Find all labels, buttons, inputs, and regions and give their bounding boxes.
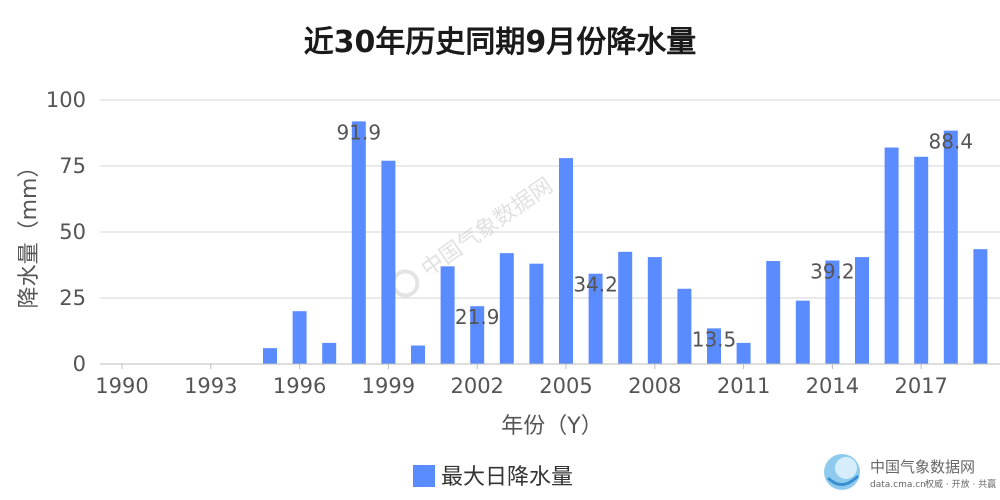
x-tick-label: 1990 <box>95 374 148 398</box>
bar <box>943 130 958 364</box>
bar <box>825 260 840 364</box>
logo-tagline: 权威 · 开放 · 共赢 <box>925 478 996 490</box>
y-axis-label: 降水量（mm） <box>17 156 42 309</box>
bar <box>263 348 277 364</box>
data-label: 34.2 <box>573 273 618 297</box>
bar <box>529 263 544 364</box>
grid-lines <box>100 99 1000 299</box>
x-tick-label: 2005 <box>539 374 592 398</box>
bar <box>588 273 603 364</box>
legend-swatch <box>413 465 435 487</box>
logo-url: data.cma.cn <box>870 480 926 490</box>
bar <box>973 249 988 364</box>
x-axis-ticks: 1990 1993 1996 1999 2002 2005 2008 2011 2014 2017 <box>95 364 948 398</box>
data-label: 21.9 <box>455 305 500 329</box>
bar <box>884 147 899 364</box>
bar <box>736 342 751 364</box>
bar <box>440 266 455 364</box>
legend-label: 最大日降水量 <box>441 465 573 490</box>
y-tick-label: 50 <box>59 220 86 244</box>
x-tick-label: 1993 <box>184 374 237 398</box>
x-tick-label: 2008 <box>628 374 681 398</box>
bar <box>292 311 307 364</box>
x-tick-label: 1996 <box>273 374 326 398</box>
bar <box>707 328 721 364</box>
chart-title: 近30年历史同期9月份降水量 <box>304 25 697 60</box>
x-tick-label: 2011 <box>717 374 770 398</box>
y-axis-ticks: 0 25 50 75 100 <box>46 88 86 376</box>
bar <box>322 342 337 364</box>
y-tick-label: 100 <box>46 88 86 112</box>
y-tick-label: 0 <box>73 352 86 376</box>
bar <box>559 158 573 364</box>
x-tick-label: 2014 <box>806 374 859 398</box>
bar <box>677 288 692 364</box>
cma-logo-icon <box>824 454 860 490</box>
x-axis-label: 年份（Y） <box>501 414 602 439</box>
y-tick-label: 75 <box>59 154 86 178</box>
bar <box>766 261 781 364</box>
x-tick-label: 2017 <box>894 374 947 398</box>
bar <box>795 300 810 364</box>
watermark-icon <box>391 269 420 298</box>
bar <box>411 345 425 364</box>
bar <box>381 160 396 364</box>
x-tick-label: 2002 <box>450 374 503 398</box>
bar <box>855 257 869 364</box>
data-label: 88.4 <box>929 130 974 154</box>
logo-name: 中国气象数据网 <box>870 458 975 476</box>
data-labels: 91.9 21.9 34.2 13.5 39.2 88.4 <box>337 120 974 351</box>
data-label: 13.5 <box>692 327 737 351</box>
bar <box>499 253 514 364</box>
bar <box>618 251 633 364</box>
data-label: 91.9 <box>337 120 382 144</box>
data-label: 39.2 <box>810 260 855 284</box>
bar <box>470 306 485 364</box>
y-tick-label: 25 <box>59 286 86 310</box>
bar <box>351 121 366 364</box>
x-tick-label: 1999 <box>362 374 415 398</box>
brand-logo: 中国气象数据网 data.cma.cn 权威 · 开放 · 共赢 <box>824 454 996 490</box>
legend: 最大日降水量 <box>413 465 573 490</box>
bar-series <box>263 121 988 364</box>
bar <box>647 257 662 364</box>
bar <box>914 156 929 364</box>
